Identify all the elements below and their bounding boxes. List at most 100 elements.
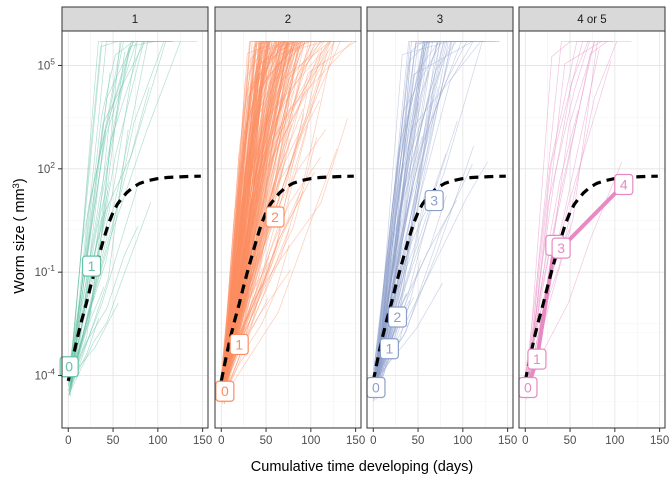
trajectory-line [222,40,277,388]
trajectory-line [224,41,356,370]
trajectory-line [223,40,274,379]
trajectory-line [374,40,478,394]
stage-label-box [59,356,79,378]
trajectory-line [224,40,317,379]
trajectory-line [376,40,456,391]
trajectory-line [222,40,329,383]
trajectory-line [221,40,317,395]
trajectory-line [223,41,293,391]
stage-label-text: 2 [271,209,279,225]
x-tick-label: 50 [107,435,120,447]
stage-label-box [527,348,547,370]
x-tick-label: 50 [412,435,425,447]
stage-label-text: 1 [533,351,541,367]
trajectory-line [374,40,445,380]
trajectory-line [221,40,324,373]
y-tick-label-base: 10 [37,60,50,72]
trajectory-line [224,69,258,383]
trajectory-line [375,41,429,382]
trajectory-line [222,40,298,367]
trajectory-line [221,40,301,399]
trajectory-line [224,40,279,387]
y-tick-label-base: 10 [35,371,48,383]
trajectory-line [375,41,433,395]
trajectory-line [223,262,254,375]
trajectory-line [222,40,339,377]
trajectory-line [224,40,311,381]
trajectory-line [222,41,263,378]
trajectory-line [224,40,298,387]
trajectory-line [221,40,339,389]
trajectory-line [68,40,162,382]
trajectory-line [222,40,335,374]
trajectory-line [375,41,428,389]
y-tick-label: 102 [37,160,55,176]
trajectory-line [223,40,295,378]
trajectory-line [375,41,448,377]
trajectory-line [222,40,294,360]
trajectory-line [222,240,255,384]
trajectory-line [375,161,489,383]
trajectory-line [222,40,298,385]
y-tick-label: 105 [37,56,55,72]
trajectory-line [223,40,310,381]
trajectory-line [221,40,277,386]
trajectory-line [223,47,323,381]
panel-grid [215,31,361,428]
trajectory-line [221,40,358,380]
stage-label-box [215,380,235,402]
trajectory-line [224,41,280,387]
trajectory-line [223,41,307,386]
trajectory-line [222,160,241,364]
trajectory-line [373,40,464,391]
trajectory-line [221,182,274,383]
x-tick-label: 100 [605,435,624,447]
trajectory-line [220,40,301,384]
stage-label-text: 0 [65,359,73,375]
trajectory-line [223,41,325,387]
trajectory-line [373,41,455,383]
trajectory-line [376,181,438,397]
y-axis-title-superscript: 3 [11,183,22,188]
trajectory-line [223,286,240,382]
trajectory-line [525,41,595,381]
trajectory-line [223,40,303,380]
facet-strip [61,6,209,32]
trajectory-line [224,40,299,371]
facet-panel-4: 013344 or 5 [518,6,666,429]
trajectory-line [223,40,312,385]
trajectory-line [223,90,309,378]
trajectory-line [221,41,323,382]
stage-label-text: 3 [430,193,438,209]
trajectory-line [221,40,357,385]
stage-label-box [81,255,102,277]
trajectory-line [222,41,295,389]
trajectory-line [373,40,477,402]
trajectory-line [375,41,424,371]
y-axis-title-suffix: ) [12,178,28,183]
trajectory-line [221,40,277,383]
trajectory-line [373,102,419,378]
trajectory-line [223,40,287,392]
trajectory-line [223,160,293,370]
x-tick-label: 0 [65,435,71,447]
axes-layer: 0 50 100 150 0 50 100 150 0 50 100 150 0 50 100 15010-4… [35,56,670,447]
trajectory-line [224,40,349,398]
trajectory-line [376,293,407,372]
trajectory-line [223,41,283,373]
y-tick-label: 10-4 [35,367,56,383]
trajectory-line [375,40,450,387]
trajectory-line [68,87,150,388]
trajectory-line [375,234,400,374]
trajectory-line [224,40,313,384]
stage-label-text: 1 [235,336,243,352]
x-tick-label: 50 [260,435,273,447]
stage-label-text: 1 [385,341,393,357]
stage-label-4: 4 [614,173,634,196]
trajectory-line [222,41,294,375]
facet-strip [214,6,362,32]
trajectory-line [222,40,317,391]
trajectory-line [224,40,327,389]
trajectory-line [222,40,336,379]
